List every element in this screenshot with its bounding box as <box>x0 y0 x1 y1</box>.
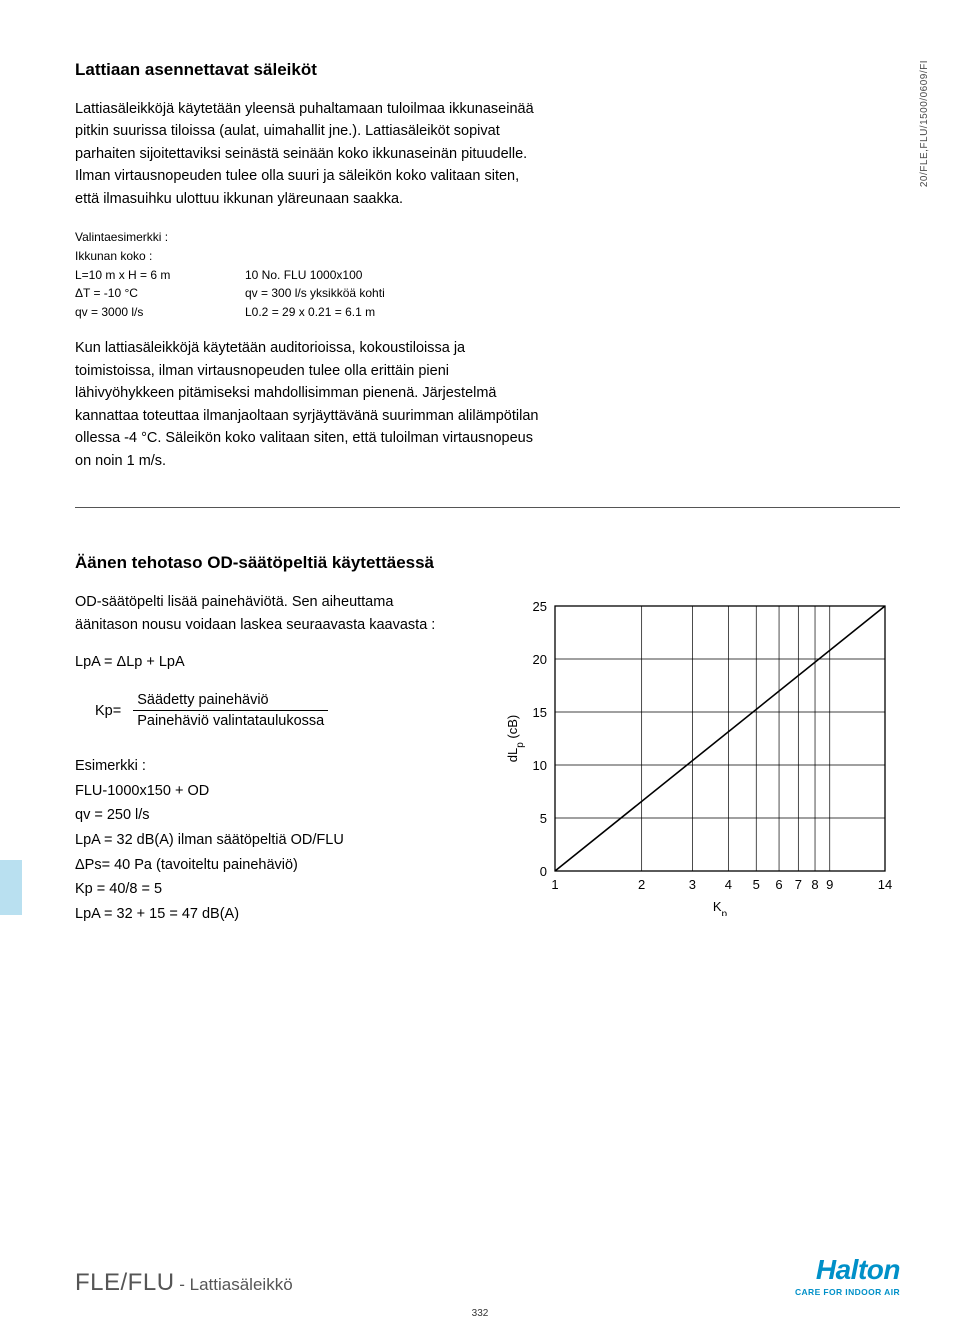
kp-label: Kp= <box>95 703 121 719</box>
ex-l1-left: Ikkunan koko : <box>75 247 245 266</box>
brand-name: Halton <box>795 1256 900 1284</box>
kp-denominator: Painehäviö valintataulukossa <box>133 710 328 729</box>
svg-text:1: 1 <box>551 877 558 892</box>
ex2-l1: FLU-1000x150 + OD <box>75 779 460 804</box>
svg-text:15: 15 <box>533 705 547 720</box>
svg-text:9: 9 <box>826 877 833 892</box>
ex-l3-right: qv = 300 l/s yksikköä kohti <box>245 284 900 303</box>
svg-text:2: 2 <box>638 877 645 892</box>
ex2-l4: ΔPs= 40 Pa (tavoiteltu painehäviö) <box>75 853 460 878</box>
svg-text:10: 10 <box>533 758 547 773</box>
brand-tagline: CARE FOR INDOOR AIR <box>795 1287 900 1297</box>
ex2-l3: LpA = 32 dB(A) ilman säätöpeltiä OD/FLU <box>75 828 460 853</box>
ex-title: Valintaesimerkki : <box>75 228 245 247</box>
brand-logo: Halton CARE FOR INDOOR AIR <box>795 1256 900 1297</box>
svg-text:7: 7 <box>795 877 802 892</box>
svg-text:14: 14 <box>878 877 892 892</box>
section2-columns: OD-säätöpelti lisää painehäviötä. Sen ai… <box>75 591 900 926</box>
svg-text:0: 0 <box>540 864 547 879</box>
ex2-title: Esimerkki : <box>75 754 460 779</box>
svg-text:5: 5 <box>753 877 760 892</box>
section2-text-col: OD-säätöpelti lisää painehäviötä. Sen ai… <box>75 591 460 926</box>
separator <box>75 507 900 508</box>
page-number: 332 <box>472 1308 489 1319</box>
ex-l3-left: ΔT = -10 °C <box>75 284 245 303</box>
side-tab-icon <box>0 860 22 915</box>
ex2-l6: LpA = 32 + 15 = 47 dB(A) <box>75 902 460 927</box>
section1-title: Lattiaan asennettavat säleiköt <box>75 60 900 80</box>
side-doc-code: 20/FLE,FLU/1500/0609/FI <box>919 60 930 187</box>
ex-l2-right: 10 No. FLU 1000x100 <box>245 266 900 285</box>
selection-example: Valintaesimerkki : Ikkunan koko : L=10 m… <box>75 228 900 321</box>
section2-title: Äänen tehotaso OD-säätöpeltiä käytettäes… <box>75 553 900 573</box>
ex-l2-left: L=10 m x H = 6 m <box>75 266 245 285</box>
svg-text:4: 4 <box>725 877 732 892</box>
example-calc: Esimerkki : FLU-1000x150 + OD qv = 250 l… <box>75 754 460 926</box>
svg-text:3: 3 <box>689 877 696 892</box>
ex2-l2: qv = 250 l/s <box>75 803 460 828</box>
section1-para2: Kun lattiasäleikköjä käytetään auditorio… <box>75 337 545 472</box>
ex-l4-right: L0.2 = 29 x 0.21 = 6.1 m <box>245 303 900 322</box>
footer-desc: - Lattiasäleikkö <box>175 1275 293 1294</box>
section2-para1: OD-säätöpelti lisää painehäviötä. Sen ai… <box>75 591 460 636</box>
svg-text:5: 5 <box>540 811 547 826</box>
formula-kp: Kp= Säädetty painehäviö Painehäviö valin… <box>95 692 460 729</box>
svg-text:20: 20 <box>533 652 547 667</box>
ex2-l5: Kp = 40/8 = 5 <box>75 877 460 902</box>
kp-numerator: Säädetty painehäviö <box>133 692 328 710</box>
section1-para1: Lattiasäleikköjä käytetään yleensä puhal… <box>75 98 545 210</box>
chart-column: 123456789140510152025dLp (cB)Kp <box>500 591 900 916</box>
svg-text:Kp: Kp <box>713 899 728 916</box>
footer-product-code: FLE/FLU - Lattiasäleikkö <box>75 1269 293 1297</box>
svg-text:25: 25 <box>533 599 547 614</box>
page-footer: FLE/FLU - Lattiasäleikkö Halton CARE FOR… <box>75 1256 900 1297</box>
formula-lpa: LpA = ΔLp + LpA <box>75 654 460 670</box>
kp-chart: 123456789140510152025dLp (cB)Kp <box>500 596 900 916</box>
svg-text:6: 6 <box>775 877 782 892</box>
ex-l4-left: qv = 3000 l/s <box>75 303 245 322</box>
svg-text:dLp (cB): dLp (cB) <box>505 715 526 762</box>
page: 20/FLE,FLU/1500/0609/FI Lattiaan asennet… <box>0 0 960 1327</box>
footer-code: FLE/FLU <box>75 1269 175 1296</box>
svg-text:8: 8 <box>811 877 818 892</box>
